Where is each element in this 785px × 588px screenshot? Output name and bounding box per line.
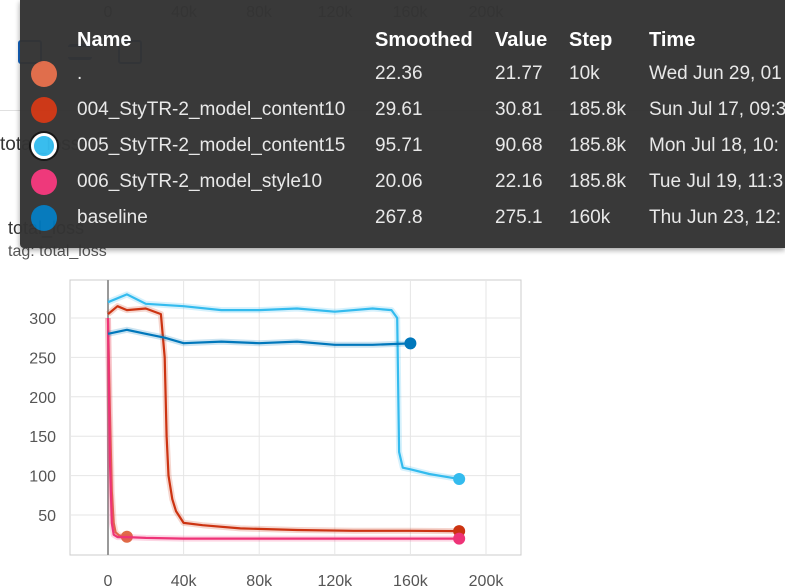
cell-name: 004_StyTR-2_model_content10 <box>77 99 346 120</box>
x-tick-label: 120k <box>317 573 353 588</box>
cell-name: 005_StyTR-2_model_content15 <box>77 135 346 156</box>
series-color-swatch <box>31 133 57 159</box>
cell-smoothed: 29.61 <box>375 99 423 120</box>
cell-step: 185.8k <box>569 99 627 120</box>
loss-chart: 0 40k 80k 120k 160k 200k 50 100 150 200 250 300 <box>29 279 522 588</box>
cell-name: . <box>77 63 83 84</box>
header-name: Name <box>77 29 132 51</box>
cell-time: Mon Jul 18, 10: <box>649 135 779 156</box>
tooltip-row: baseline 267.8 275.1 160k Thu Jun 23, 12: <box>20 200 785 236</box>
header-value: Value <box>495 29 548 51</box>
header-smoothed: Smoothed <box>375 29 473 51</box>
series-line <box>107 328 411 346</box>
series-end-marker <box>453 532 466 545</box>
hover-tooltip: Name Smoothed Value Step Time . 22.36 21.7… <box>20 0 785 248</box>
series-color-swatch <box>31 205 57 231</box>
cell-step: 10k <box>569 63 600 84</box>
tooltip-header: Name Smoothed Value Step Time <box>20 22 785 58</box>
y-tick-label: 50 <box>38 508 56 525</box>
y-tick-label: 250 <box>29 350 56 367</box>
y-tick-label: 300 <box>29 311 56 328</box>
series-color-swatch <box>31 97 57 123</box>
cell-value: 275.1 <box>495 207 543 228</box>
cell-smoothed: 95.71 <box>375 135 423 156</box>
y-tick-label: 150 <box>29 429 56 446</box>
series-color-swatch <box>31 169 57 195</box>
cell-time: Wed Jun 29, 01 <box>649 63 782 84</box>
header-time: Time <box>649 29 696 51</box>
cell-smoothed: 20.06 <box>375 171 423 192</box>
cell-name: baseline <box>77 207 148 228</box>
cell-time: Sun Jul 17, 09:3 <box>649 99 785 120</box>
series-color-swatch <box>31 61 57 87</box>
cell-smoothed: 267.8 <box>375 207 423 228</box>
cell-value: 21.77 <box>495 63 543 84</box>
series-end-marker <box>404 337 417 350</box>
cell-smoothed: 22.36 <box>375 63 423 84</box>
x-tick-label: 160k <box>393 573 429 588</box>
y-tick-label: 100 <box>29 469 56 486</box>
x-tick-label: 80k <box>246 573 273 588</box>
cell-value: 22.16 <box>495 171 543 192</box>
cell-value: 90.68 <box>495 135 543 156</box>
cell-time: Tue Jul 19, 11:3 <box>649 171 784 192</box>
tooltip-row: 006_StyTR-2_model_style10 20.06 22.16 185.8… <box>20 164 785 200</box>
series-line <box>106 317 460 540</box>
series-line <box>107 305 460 533</box>
x-tick-label: 40k <box>171 573 198 588</box>
x-tick-label: 200k <box>469 573 505 588</box>
series-line <box>107 293 460 481</box>
cell-step: 185.8k <box>569 171 627 192</box>
cell-step: 185.8k <box>569 135 627 156</box>
header-step: Step <box>569 29 613 51</box>
plot-area <box>69 279 522 556</box>
tooltip-row: 004_StyTR-2_model_content10 29.61 30.81 185… <box>20 92 785 128</box>
cell-name: 006_StyTR-2_model_style10 <box>77 171 323 192</box>
series-end-marker <box>453 472 466 485</box>
cell-value: 30.81 <box>495 99 543 120</box>
tooltip-row: . 22.36 21.77 10k Wed Jun 29, 01 <box>20 56 785 92</box>
tooltip-row: 005_StyTR-2_model_content15 95.71 90.68 185… <box>20 128 785 164</box>
y-tick-label: 200 <box>29 390 56 407</box>
cell-time: Thu Jun 23, 12: <box>649 207 782 228</box>
cell-step: 160k <box>569 207 611 228</box>
x-tick-label: 0 <box>104 573 113 588</box>
